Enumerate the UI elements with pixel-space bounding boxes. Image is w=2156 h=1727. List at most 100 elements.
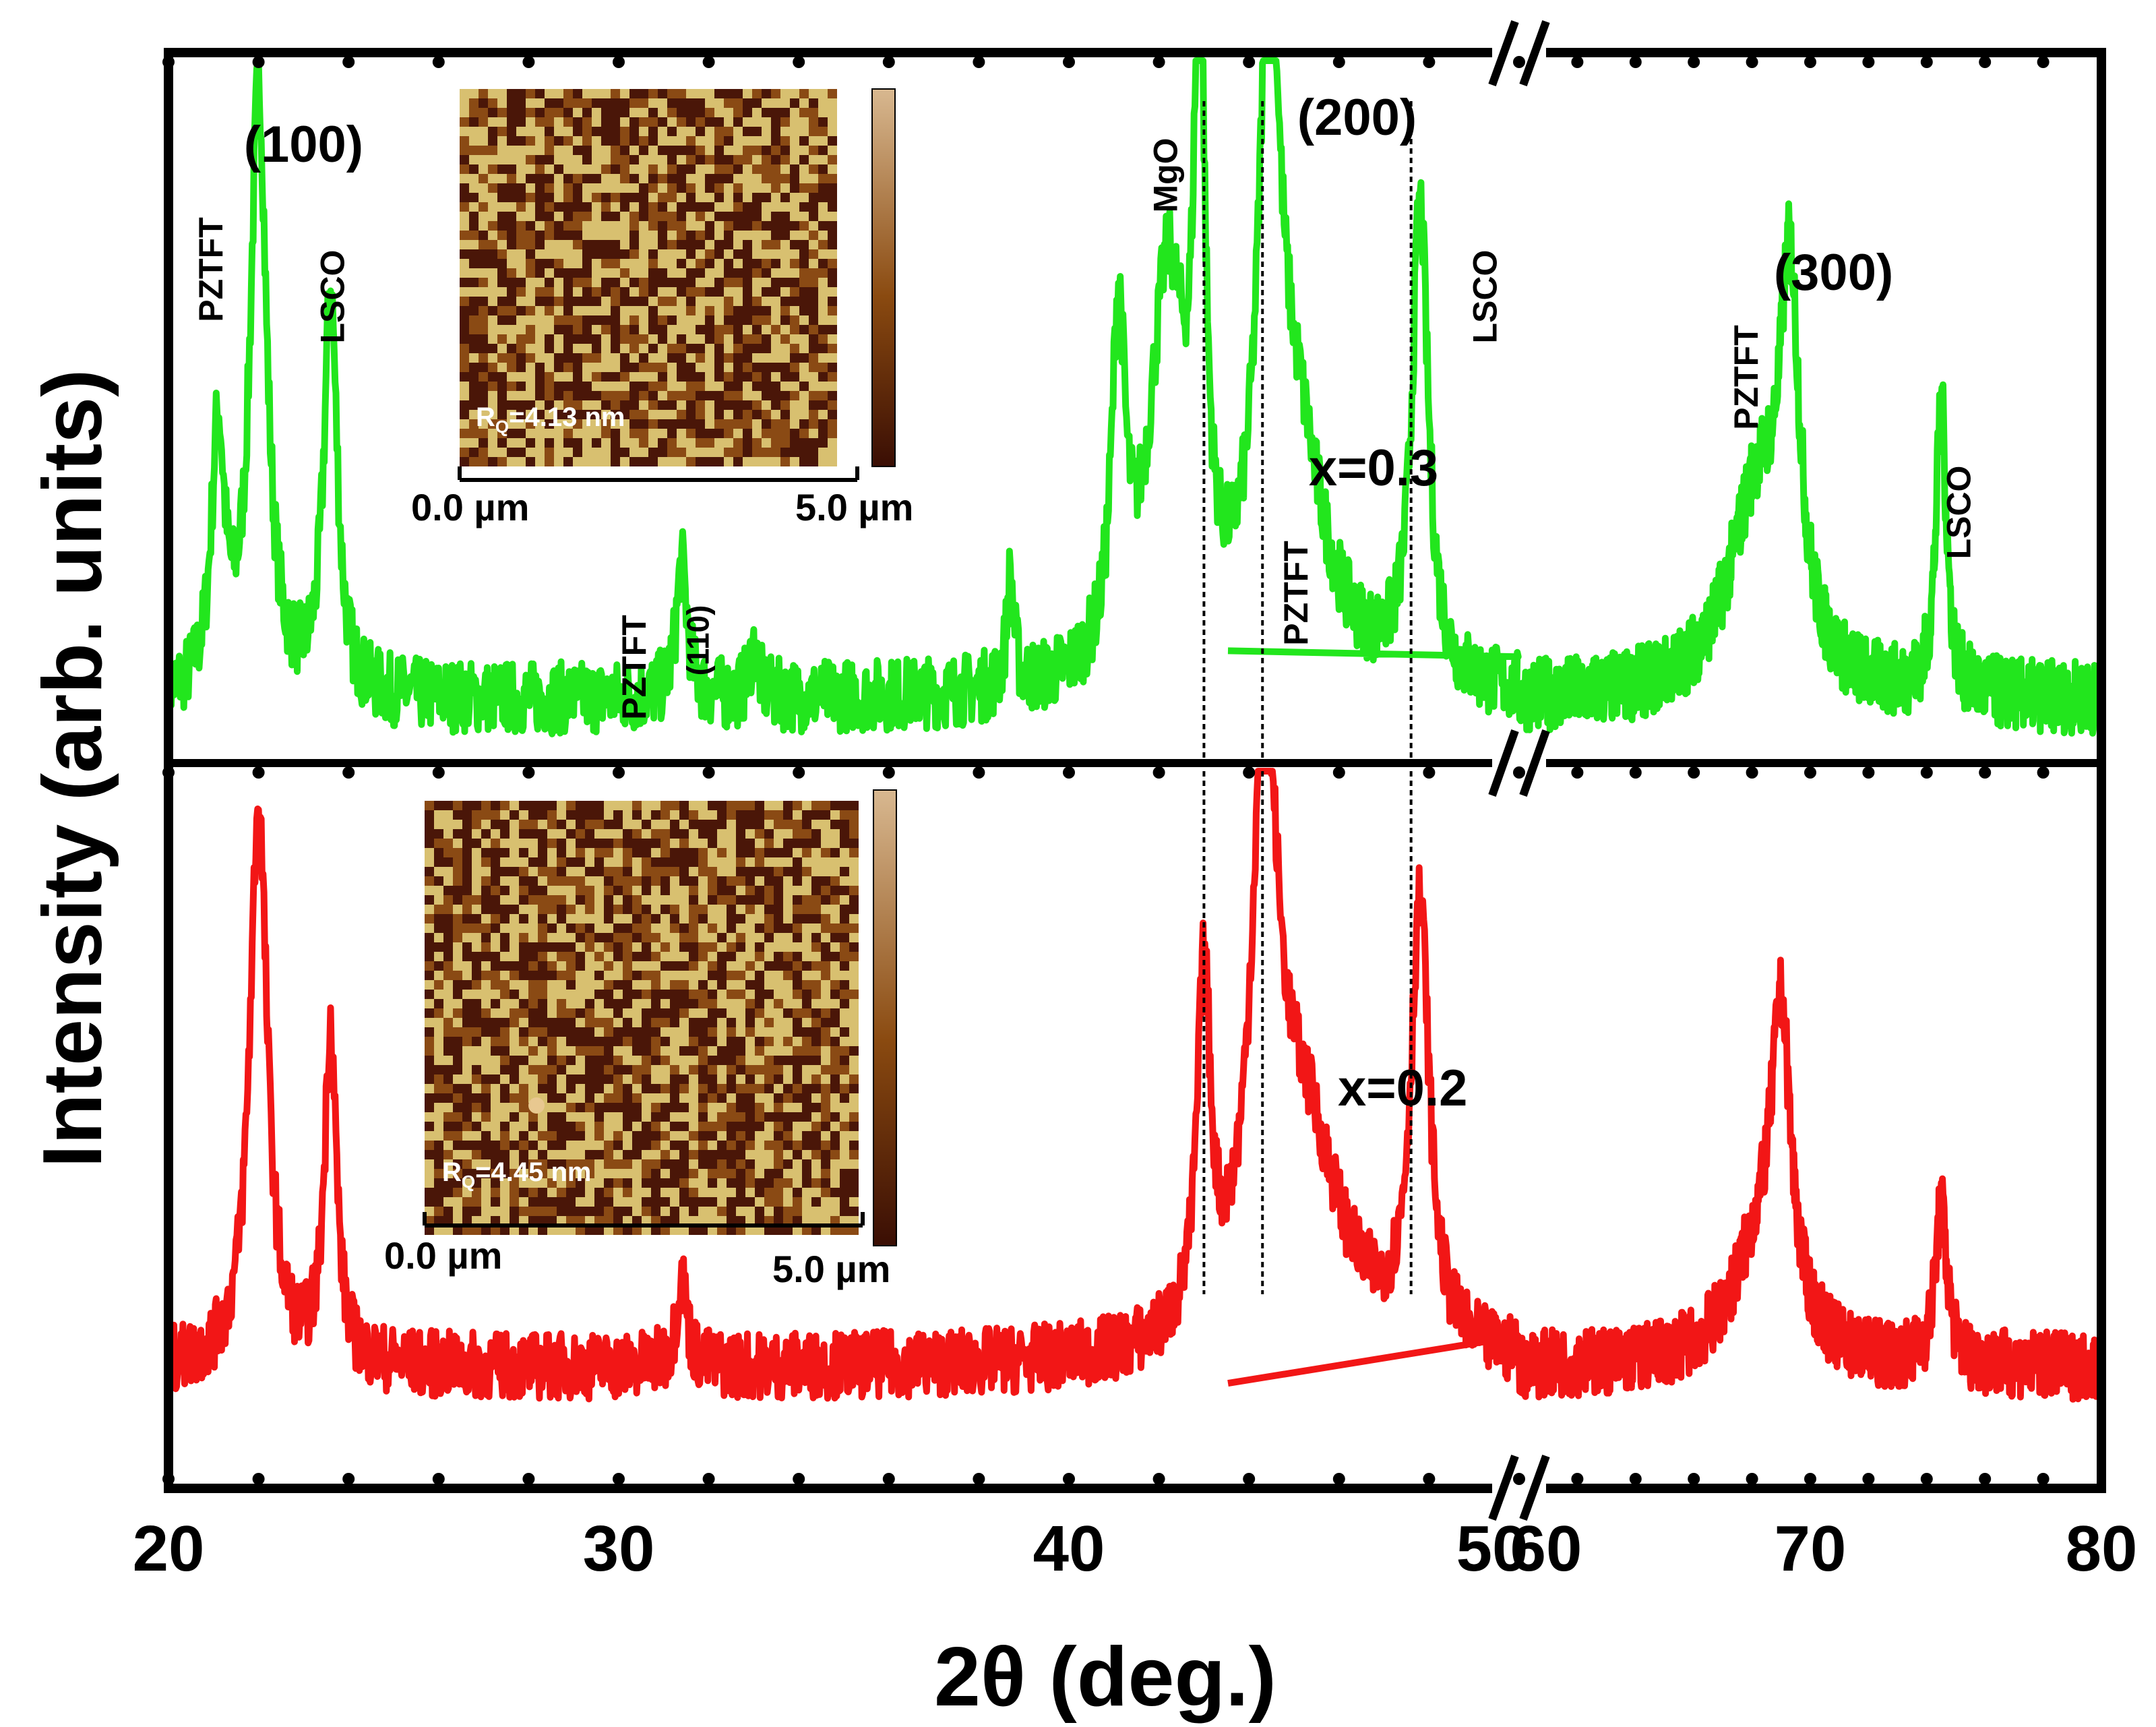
afm-pixel [727, 1225, 736, 1235]
afm-pixel [667, 98, 677, 108]
afm-pixel [648, 334, 658, 344]
afm-pixel [686, 278, 696, 287]
afm-pixel [696, 429, 705, 438]
afm-pixel [849, 857, 859, 867]
afm-pixel [547, 1207, 557, 1216]
afm-pixel [510, 914, 519, 923]
afm-pixel [677, 98, 686, 108]
afm-pixel [611, 315, 620, 325]
afm-pixel [510, 923, 519, 933]
afm-pixel [745, 895, 755, 905]
afm-pixel [771, 117, 780, 127]
afm-pixel [660, 942, 670, 952]
afm-pixel [632, 1169, 642, 1178]
afm-pixel [774, 876, 783, 886]
afm-pixel [488, 278, 497, 287]
afm-pixel [830, 1141, 840, 1150]
afm-pixel [516, 325, 526, 334]
afm-pixel [828, 278, 837, 287]
tick-mark [1688, 766, 1700, 779]
afm-pixel [679, 1216, 689, 1225]
afm-pixel [714, 240, 724, 249]
afm-pixel [689, 1131, 698, 1141]
afm-pixel [642, 839, 651, 848]
afm-pixel [828, 410, 837, 419]
afm-pixel [594, 1169, 604, 1178]
afm-pixel [488, 117, 497, 127]
afm-pixel [594, 990, 604, 999]
afm-pixel [840, 1188, 849, 1197]
afm-pixel [642, 876, 651, 886]
afm-pixel [620, 174, 629, 183]
afm-pixel [497, 391, 507, 400]
afm-pixel [762, 127, 771, 136]
afm-pixel [601, 174, 611, 183]
afm-pixel [755, 1131, 764, 1141]
afm-pixel [686, 108, 696, 117]
afm-pixel [651, 905, 660, 914]
afm-pixel [613, 914, 623, 923]
afm-pixel [651, 895, 660, 905]
afm-pixel [830, 810, 840, 820]
afm-pixel [547, 848, 557, 857]
afm-pixel [717, 905, 727, 914]
afm-pixel [818, 297, 828, 306]
afm-pixel [507, 212, 516, 221]
afm-pixel [582, 146, 592, 155]
afm-pixel [727, 848, 736, 857]
afm-pixel [689, 1046, 698, 1056]
afm-pixel [771, 306, 780, 315]
afm-pixel [790, 419, 799, 429]
afm-pixel [639, 212, 648, 221]
afm-pixel [724, 334, 733, 344]
afm-pixel [585, 1159, 594, 1169]
afm-pixel [462, 1225, 472, 1235]
afm-pixel [828, 155, 837, 164]
afm-pixel [545, 334, 554, 344]
afm-pixel [651, 1150, 660, 1159]
afm-pixel [774, 1112, 783, 1122]
afm-pixel [582, 231, 592, 240]
afm-pixel [809, 410, 818, 419]
afm-pixel [698, 895, 708, 905]
afm-pixel [667, 325, 677, 334]
afm-pixel [528, 820, 538, 829]
afm-pixel [566, 1216, 576, 1225]
afm-pixel [613, 1225, 623, 1235]
afm-pixel [686, 419, 696, 429]
afm-pixel [793, 1159, 802, 1169]
afm-pixel [793, 1074, 802, 1084]
afm-pixel [696, 325, 705, 334]
afm-pixel [828, 231, 837, 240]
afm-pixel [604, 1188, 613, 1197]
afm-pixel [679, 839, 689, 848]
afm-pixel [453, 1225, 462, 1235]
afm-pixel [507, 202, 516, 212]
afm-pixel [519, 1074, 528, 1084]
afm-pixel [774, 942, 783, 952]
afm-pixel [443, 952, 453, 961]
afm-pixel [727, 1074, 736, 1084]
afm-pixel [733, 146, 743, 155]
afm-pixel [802, 1056, 811, 1065]
afm-pixel [611, 363, 620, 372]
afm-pixel [557, 1037, 566, 1046]
afm-pixel [557, 1169, 566, 1178]
afm-pixel [821, 820, 830, 829]
afm-pixel [679, 1018, 689, 1027]
afm-pixel [809, 306, 818, 315]
afm-pixel [500, 1225, 510, 1235]
afm-pixel [500, 1046, 510, 1056]
afm-pixel [809, 98, 818, 108]
afm-pixel [743, 344, 752, 353]
afm-pixel [679, 980, 689, 990]
afm-pixel [793, 999, 802, 1008]
afm-pixel [491, 839, 500, 848]
afm-pixel [453, 942, 462, 952]
afm-pixel [516, 221, 526, 231]
afm-pixel [453, 839, 462, 848]
afm-pixel [698, 1216, 708, 1225]
afm-pixel [545, 268, 554, 278]
afm-pixel [497, 221, 507, 231]
afm-pixel [799, 400, 809, 410]
